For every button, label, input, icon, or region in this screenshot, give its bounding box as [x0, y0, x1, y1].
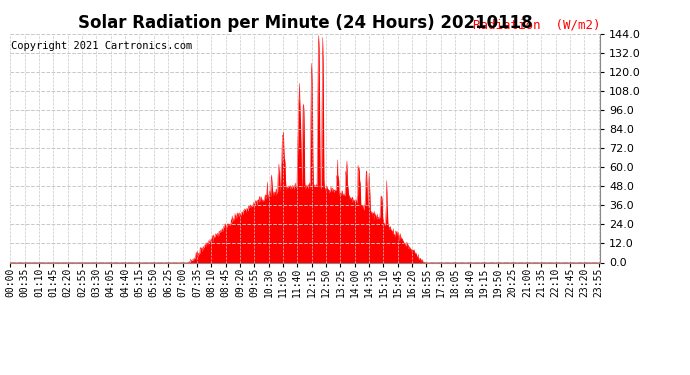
- Text: Radiation  (W/m2): Radiation (W/m2): [473, 18, 600, 32]
- Title: Solar Radiation per Minute (24 Hours) 20210118: Solar Radiation per Minute (24 Hours) 20…: [78, 14, 533, 32]
- Text: Copyright 2021 Cartronics.com: Copyright 2021 Cartronics.com: [11, 40, 193, 51]
